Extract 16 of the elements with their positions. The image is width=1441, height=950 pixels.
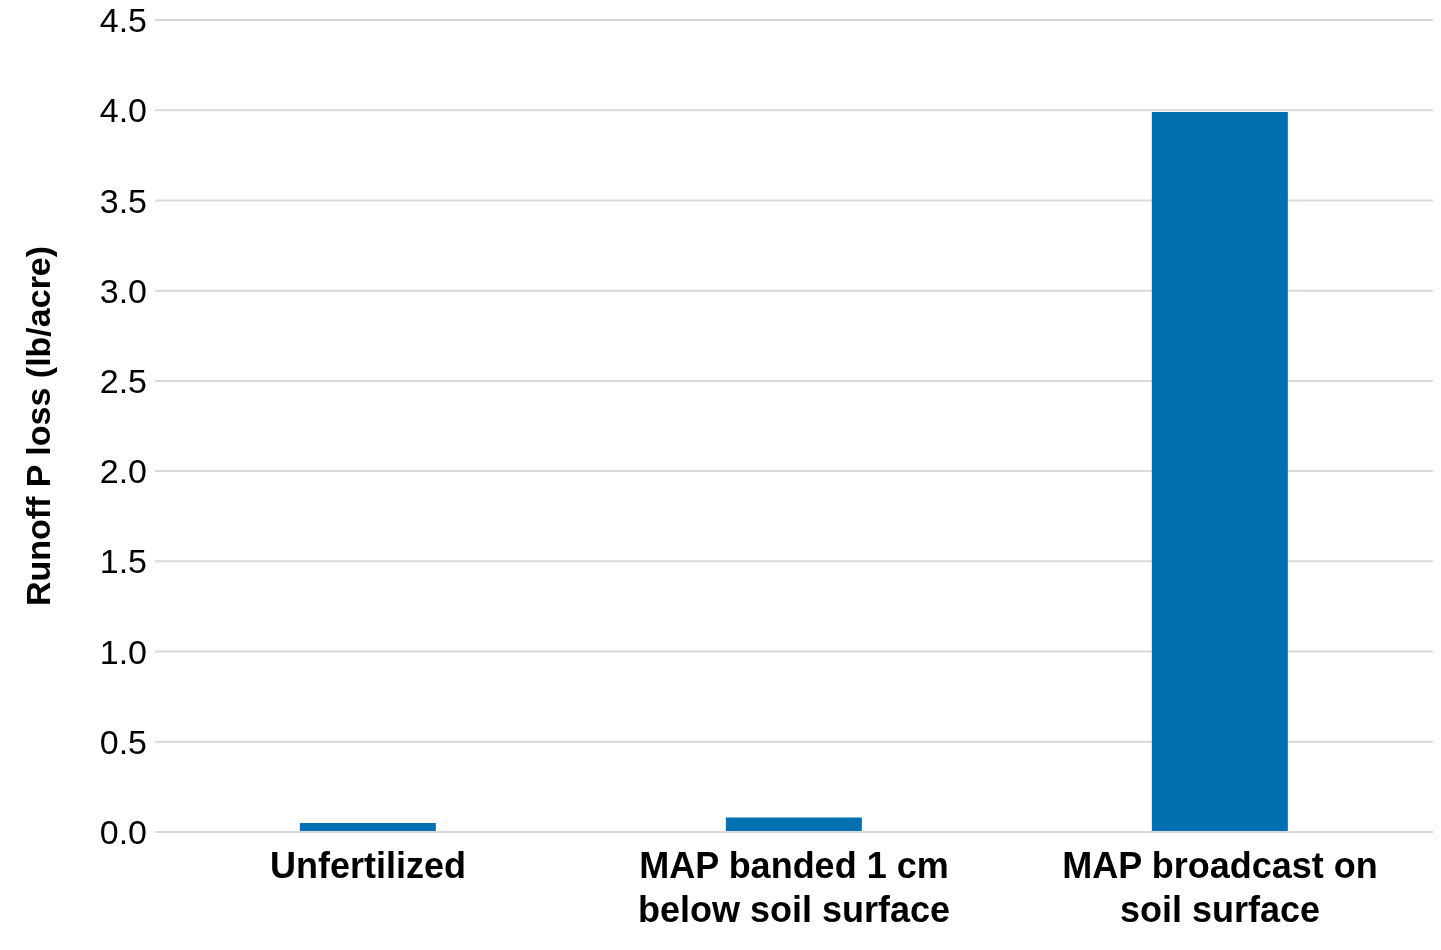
bar — [725, 817, 862, 832]
y-tick-label: 1.0 — [99, 632, 147, 671]
y-tick-label: 2.5 — [99, 361, 147, 400]
x-tick-label: MAP banded 1 cm below soil surface — [637, 845, 951, 930]
y-tick-label: 4.0 — [99, 91, 147, 130]
x-tick-label: MAP broadcast on soil surface — [1062, 845, 1378, 930]
y-tick-label: 0.0 — [99, 813, 147, 852]
y-tick-label: 4.5 — [99, 1, 147, 40]
y-tick-label: 1.5 — [99, 542, 147, 581]
x-tick-label: Unfertilized — [269, 845, 467, 886]
bar — [1151, 112, 1288, 832]
y-tick-label: 3.0 — [99, 271, 147, 310]
y-tick-label: 0.5 — [99, 722, 147, 761]
y-tick-label: 2.0 — [99, 452, 147, 491]
y-axis-title: Runoff P loss (lb/acre) — [19, 245, 57, 607]
y-tick-label: 3.5 — [99, 181, 147, 220]
